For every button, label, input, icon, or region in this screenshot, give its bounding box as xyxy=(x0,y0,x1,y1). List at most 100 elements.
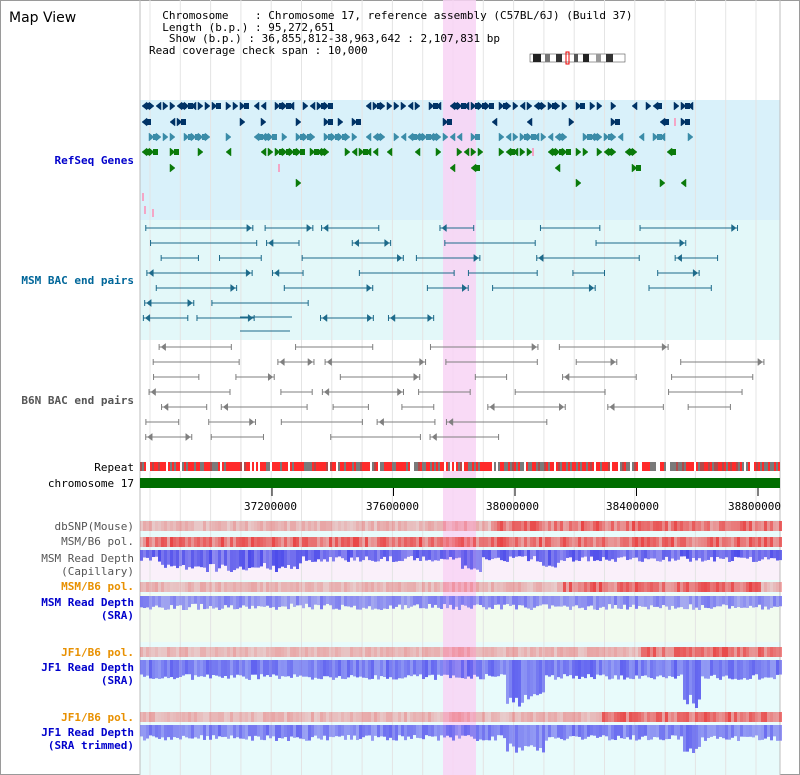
feature-arrow xyxy=(144,313,151,323)
heat-cell xyxy=(572,582,575,592)
feature-arrow xyxy=(575,178,582,188)
heat-cell xyxy=(548,712,551,722)
heat-cell xyxy=(713,537,716,547)
heat-cell xyxy=(476,712,479,722)
depth-bar xyxy=(584,550,587,557)
heat-cell xyxy=(317,647,320,657)
heat-cell xyxy=(665,521,668,531)
depth-bar xyxy=(290,596,293,604)
track-label-msm-b6-pol[interactable]: MSM/B6 pol. xyxy=(61,535,134,548)
heat-cell xyxy=(533,537,536,547)
heat-cell xyxy=(392,582,395,592)
heat-cell xyxy=(338,582,341,592)
feature-arrow xyxy=(390,313,396,323)
heat-cell xyxy=(404,521,407,531)
depth-bar xyxy=(602,596,605,607)
ideogram-position-marker xyxy=(565,51,570,65)
heat-cell xyxy=(305,537,308,547)
track-label-jf1-b6-pol[interactable]: JF1/B6 pol. xyxy=(61,646,134,659)
heat-cell xyxy=(587,521,590,531)
depth-bar xyxy=(392,596,395,609)
depth-bar xyxy=(746,550,749,559)
heat-cell xyxy=(503,647,506,657)
depth-bar xyxy=(341,660,344,679)
track-label-msm-depth-sra[interactable]: MSM Read Depth xyxy=(41,596,134,609)
heat-cell xyxy=(359,647,362,657)
heat-cell xyxy=(278,712,281,722)
depth-bar xyxy=(653,550,656,559)
heat-cell xyxy=(647,582,650,592)
gene-block xyxy=(188,103,193,109)
heat-cell xyxy=(413,712,416,722)
depth-bar xyxy=(773,550,776,559)
depth-bar xyxy=(629,596,632,607)
depth-bar xyxy=(731,725,734,738)
heat-cell xyxy=(779,712,782,722)
gene-block xyxy=(377,103,382,109)
depth-bar xyxy=(323,550,326,560)
depth-bar xyxy=(443,596,446,605)
depth-bar xyxy=(170,550,173,567)
depth-bar xyxy=(215,660,218,676)
depth-bar xyxy=(227,550,230,571)
track-label-msm-depth-capillary[interactable]: MSM Read Depth xyxy=(41,552,134,565)
track-label-jf1-depth-sra[interactable]: JF1 Read Depth xyxy=(41,661,134,674)
heat-cell xyxy=(290,537,293,547)
feature-arrow xyxy=(260,101,267,111)
heat-cell xyxy=(215,712,218,722)
track-label-b6n-bac[interactable]: B6N BAC end pairs xyxy=(21,394,134,407)
depth-bar xyxy=(611,660,614,679)
heat-cell xyxy=(389,712,392,722)
heat-cell xyxy=(680,537,683,547)
heat-cell xyxy=(284,712,287,722)
repeat-segment xyxy=(494,462,496,471)
heat-cell xyxy=(425,537,428,547)
track-label-repeat[interactable]: Repeat xyxy=(94,461,134,474)
track-label-jf1-b6-pol-2[interactable]: JF1/B6 pol. xyxy=(61,711,134,724)
repeat-segment xyxy=(280,462,282,471)
depth-bar xyxy=(695,660,698,708)
heat-cell xyxy=(716,712,719,722)
heat-cell xyxy=(410,582,413,592)
depth-bar xyxy=(194,596,197,604)
repeat-segment xyxy=(326,462,328,471)
depth-bar xyxy=(758,550,761,561)
heat-cell xyxy=(263,537,266,547)
depth-bar xyxy=(437,725,440,741)
feature-arrow xyxy=(323,132,330,142)
depth-bar xyxy=(533,596,536,608)
depth-bar xyxy=(461,660,464,679)
depth-bar xyxy=(659,660,662,676)
heat-cell xyxy=(302,521,305,531)
depth-bar xyxy=(332,550,335,562)
heat-cell xyxy=(419,521,422,531)
track-label-dbsnp[interactable]: dbSNP(Mouse) xyxy=(54,520,134,533)
feature-arrow xyxy=(183,101,190,111)
depth-bar xyxy=(488,596,491,608)
heat-cell xyxy=(602,537,605,547)
track-label-jf1-depth-trimmed[interactable]: JF1 Read Depth xyxy=(41,726,134,739)
depth-bar xyxy=(185,550,188,570)
track-label-msm-bac[interactable]: MSM BAC end pairs xyxy=(21,274,134,287)
track-label-msm-b6-pol-2[interactable]: MSM/B6 pol. xyxy=(61,580,134,593)
feature-arrow xyxy=(413,372,419,382)
feature-arrow xyxy=(245,268,252,278)
heat-cell xyxy=(497,647,500,657)
heat-cell xyxy=(746,537,749,547)
heat-cell xyxy=(701,647,704,657)
depth-bar xyxy=(473,725,476,739)
heat-cell xyxy=(281,712,284,722)
track-label-refseq-genes[interactable]: RefSeq Genes xyxy=(54,154,134,167)
repeat-segment xyxy=(362,462,364,471)
depth-bar xyxy=(395,550,398,562)
gene-block xyxy=(279,103,284,109)
depth-bar xyxy=(725,550,728,558)
repeat-segment xyxy=(670,462,672,471)
feature-arrow xyxy=(462,283,468,293)
heat-cell xyxy=(443,521,446,531)
heat-cell xyxy=(140,712,143,722)
track-label-chromosome[interactable]: chromosome 17 xyxy=(47,477,134,490)
depth-bar xyxy=(221,660,224,678)
depth-bar xyxy=(191,660,194,680)
